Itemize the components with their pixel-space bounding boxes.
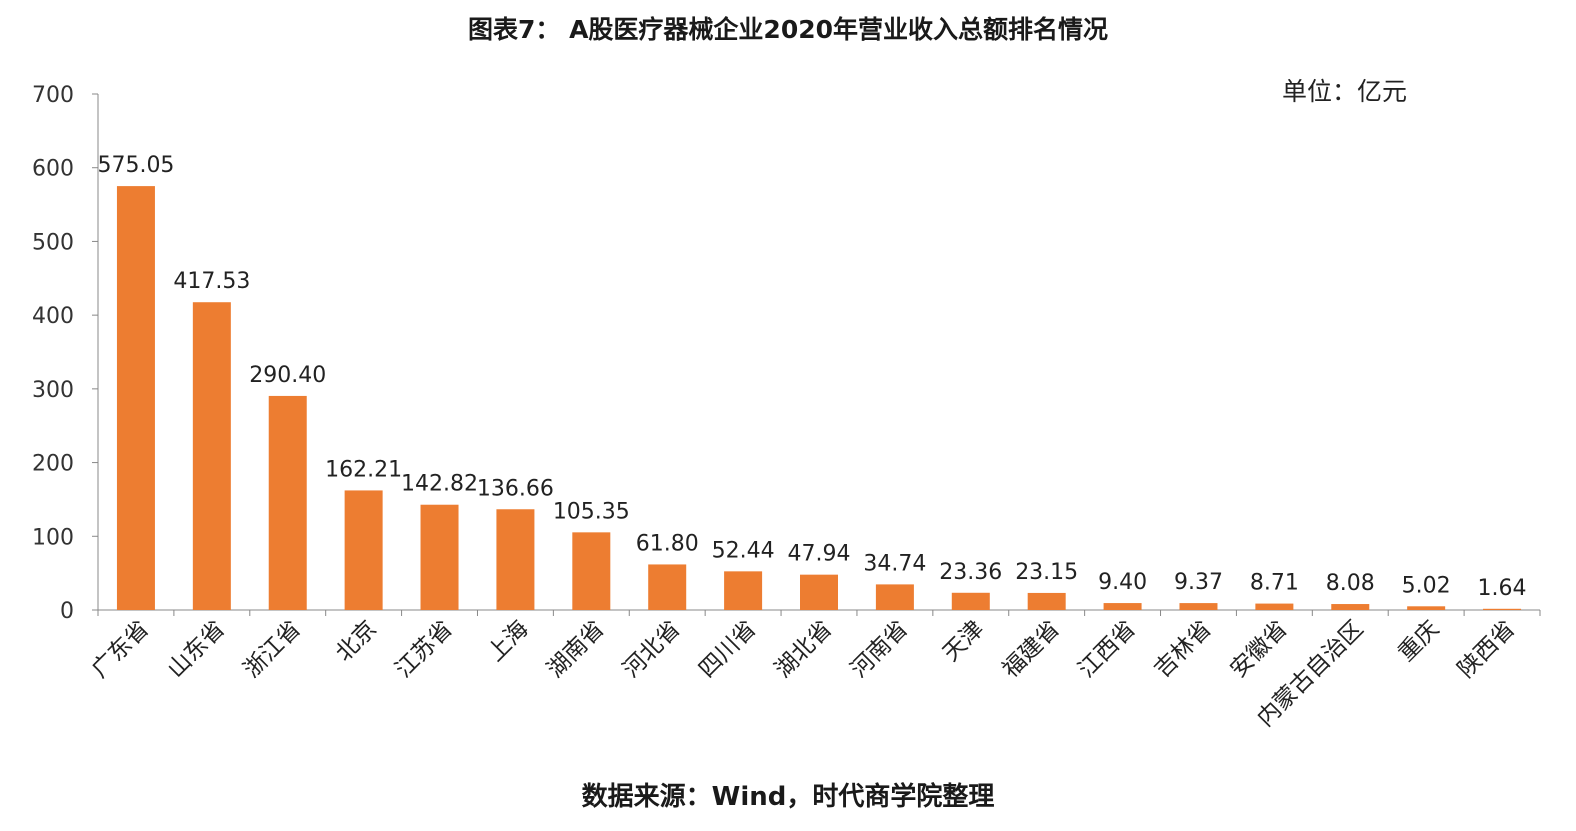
bar bbox=[1483, 608, 1522, 610]
bars bbox=[116, 186, 1522, 610]
data-label: 136.66 bbox=[477, 476, 554, 501]
bar bbox=[800, 574, 838, 610]
bar bbox=[496, 509, 535, 610]
bar bbox=[192, 302, 231, 610]
data-label: 47.94 bbox=[788, 542, 851, 567]
bar bbox=[420, 504, 459, 610]
category-label: 河北省 bbox=[618, 616, 685, 683]
bar bbox=[344, 490, 383, 610]
data-label: 23.36 bbox=[939, 560, 1002, 585]
data-label: 5.02 bbox=[1402, 573, 1451, 598]
category-label: 北京 bbox=[331, 616, 382, 667]
data-label: 8.08 bbox=[1326, 571, 1375, 596]
y-tick-label: 200 bbox=[32, 452, 74, 477]
data-label: 9.40 bbox=[1098, 570, 1147, 595]
bar bbox=[1255, 603, 1294, 610]
bar bbox=[1027, 592, 1066, 610]
data-label: 142.82 bbox=[401, 472, 478, 497]
data-label: 9.37 bbox=[1174, 570, 1223, 595]
category-label: 河南省 bbox=[846, 616, 913, 683]
category-label: 江西省 bbox=[1074, 616, 1141, 683]
category-label: 江苏省 bbox=[391, 616, 458, 683]
data-label: 34.74 bbox=[863, 551, 926, 576]
source-note: 数据来源：Wind，时代商学院整理 bbox=[581, 782, 995, 812]
data-label: 8.71 bbox=[1250, 571, 1299, 596]
y-tick-label: 700 bbox=[32, 83, 74, 108]
bar bbox=[116, 186, 155, 610]
bar bbox=[648, 564, 687, 610]
data-label: 52.44 bbox=[712, 538, 775, 563]
data-label: 105.35 bbox=[553, 499, 630, 524]
bar bbox=[572, 532, 611, 610]
category-label: 浙江省 bbox=[239, 616, 306, 683]
bar bbox=[1103, 603, 1142, 610]
category-label: 重庆 bbox=[1393, 616, 1444, 667]
bar bbox=[268, 395, 307, 610]
category-label: 广东省 bbox=[87, 616, 154, 683]
y-tick-label: 500 bbox=[32, 230, 74, 255]
axes: 0 100 200 300 400 500 600 700 bbox=[32, 83, 1541, 624]
data-label: 61.80 bbox=[636, 531, 699, 556]
category-label: 安徽省 bbox=[1225, 616, 1292, 683]
category-label: 湖北省 bbox=[770, 616, 837, 683]
bar bbox=[951, 592, 990, 610]
category-label: 山东省 bbox=[163, 616, 230, 683]
bar bbox=[1407, 606, 1446, 610]
data-label: 1.64 bbox=[1478, 576, 1527, 601]
unit-label: 单位：亿元 bbox=[1282, 77, 1408, 106]
data-label: 575.05 bbox=[97, 153, 174, 178]
category-label: 四川省 bbox=[694, 616, 761, 683]
y-tick-label: 100 bbox=[32, 525, 74, 550]
category-label: 上海 bbox=[483, 616, 534, 667]
data-label: 417.53 bbox=[173, 269, 250, 294]
category-label: 福建省 bbox=[998, 616, 1065, 683]
category-label: 陕西省 bbox=[1453, 616, 1520, 683]
data-label: 162.21 bbox=[325, 457, 402, 482]
bar bbox=[1331, 604, 1370, 610]
bar bbox=[875, 584, 914, 610]
bar bbox=[724, 571, 763, 610]
category-label: 湖南省 bbox=[542, 616, 609, 683]
category-label: 天津 bbox=[938, 616, 989, 667]
y-tick-label: 400 bbox=[32, 304, 74, 329]
y-tick-label: 600 bbox=[32, 157, 74, 182]
category-label: 吉林省 bbox=[1150, 616, 1217, 683]
data-label: 23.15 bbox=[1015, 560, 1078, 585]
y-tick-label: 0 bbox=[60, 599, 74, 624]
y-tick-label: 300 bbox=[32, 378, 74, 403]
data-label: 290.40 bbox=[249, 363, 326, 388]
bar bbox=[1179, 603, 1218, 610]
chart-title: 图表7： A股医疗器械企业2020年营业收入总额排名情况 bbox=[467, 15, 1109, 44]
